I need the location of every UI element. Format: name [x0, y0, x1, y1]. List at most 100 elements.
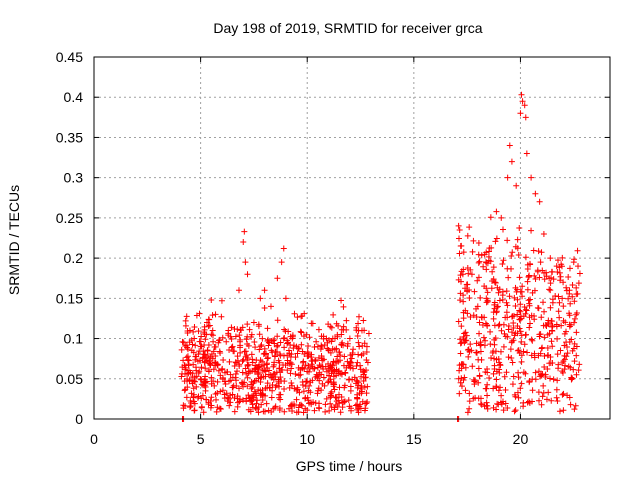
data-point	[247, 397, 254, 404]
data-point	[362, 374, 369, 381]
data-point	[281, 408, 288, 415]
data-point	[542, 373, 549, 380]
data-point	[475, 239, 482, 246]
data-point	[245, 406, 252, 413]
data-point	[554, 269, 561, 276]
data-point	[525, 297, 532, 304]
data-point	[360, 317, 367, 324]
data-point	[460, 376, 467, 383]
data-point	[457, 379, 464, 386]
data-point	[248, 385, 255, 392]
data-point	[478, 356, 485, 363]
data-point	[506, 293, 513, 300]
data-point	[526, 314, 533, 321]
data-point	[557, 347, 564, 354]
data-point	[255, 409, 262, 416]
data-point	[514, 296, 521, 303]
data-point	[467, 341, 474, 348]
data-point	[328, 388, 335, 395]
data-point	[554, 351, 561, 358]
data-point	[473, 340, 480, 347]
y-tick-label: 0.2	[64, 250, 84, 266]
data-point	[327, 349, 334, 356]
data-point	[254, 365, 261, 372]
data-point	[225, 327, 232, 334]
data-point	[498, 392, 505, 399]
data-point	[237, 336, 244, 343]
data-point	[519, 98, 526, 105]
data-point	[517, 316, 524, 323]
data-point	[553, 323, 560, 330]
data-point	[489, 268, 496, 275]
data-point	[555, 361, 562, 368]
data-point	[487, 341, 494, 348]
data-point	[487, 328, 494, 335]
data-point	[230, 348, 237, 355]
data-point	[245, 369, 252, 376]
data-point	[245, 392, 252, 399]
data-point	[524, 278, 531, 285]
data-point	[510, 373, 517, 380]
data-point	[500, 321, 507, 328]
data-point	[196, 348, 203, 355]
data-point	[514, 330, 521, 337]
data-point	[272, 348, 279, 355]
data-point	[240, 397, 247, 404]
data-point	[526, 324, 533, 331]
data-point	[257, 343, 264, 350]
data-point	[555, 293, 562, 300]
data-point	[576, 270, 583, 277]
data-point	[503, 288, 510, 295]
data-point	[546, 286, 553, 293]
data-point	[234, 368, 241, 375]
data-point	[198, 364, 205, 371]
data-point	[250, 392, 257, 399]
data-point	[271, 337, 278, 344]
data-point	[285, 347, 292, 354]
data-point	[286, 405, 293, 412]
data-point	[531, 354, 538, 361]
data-point	[230, 382, 237, 389]
data-point	[556, 264, 563, 271]
data-point	[517, 385, 524, 392]
data-point	[259, 367, 266, 374]
data-point	[329, 335, 336, 342]
data-point	[209, 312, 216, 319]
data-point	[535, 305, 542, 312]
data-point	[244, 271, 251, 278]
data-point	[521, 341, 528, 348]
data-point	[228, 344, 235, 351]
data-point	[350, 365, 357, 372]
data-point	[511, 332, 518, 339]
data-point	[347, 352, 354, 359]
data-point	[541, 334, 548, 341]
data-point	[213, 408, 220, 415]
data-point	[183, 354, 190, 361]
data-point	[281, 344, 288, 351]
data-point	[184, 371, 191, 378]
data-point	[299, 312, 306, 319]
data-point	[355, 339, 362, 346]
data-point	[536, 397, 543, 404]
data-point	[251, 368, 258, 375]
data-point	[518, 358, 525, 365]
data-point	[494, 303, 501, 310]
data-point	[274, 333, 281, 340]
data-point	[321, 342, 328, 349]
data-point	[331, 406, 338, 413]
data-point	[337, 352, 344, 359]
data-point	[346, 335, 353, 342]
data-point	[236, 385, 242, 392]
data-point	[273, 369, 280, 376]
data-point	[356, 343, 363, 350]
data-point	[532, 376, 539, 383]
data-point	[477, 395, 484, 402]
data-point	[554, 377, 561, 384]
data-point	[244, 341, 251, 348]
data-point	[237, 349, 244, 356]
data-point	[198, 403, 205, 410]
data-point	[253, 400, 260, 407]
data-point	[215, 339, 222, 346]
data-point	[279, 367, 286, 374]
data-point	[488, 285, 495, 292]
